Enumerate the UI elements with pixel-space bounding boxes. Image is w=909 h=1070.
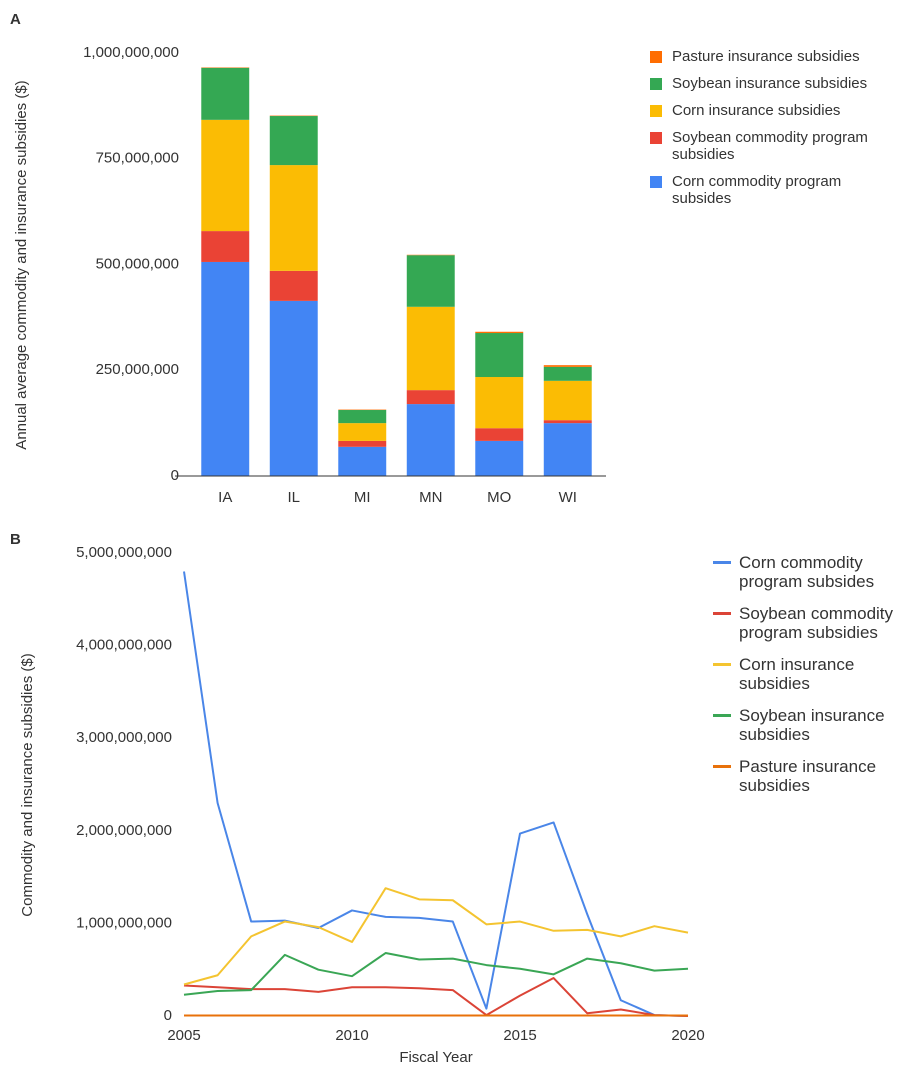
x-tick-label: 2005 xyxy=(167,1027,200,1044)
bar-segment xyxy=(475,377,524,429)
legend: Corn commodity program subsides Soybean c… xyxy=(713,553,903,808)
legend-item: Corn commodity program subsides xyxy=(650,173,880,207)
y-axis-label: Annual average commodity and insurance s… xyxy=(13,80,30,449)
legend-swatch xyxy=(650,132,662,144)
bar-segment xyxy=(406,404,455,476)
y-tick-label: 2,000,000,000 xyxy=(76,822,172,839)
bar-segment xyxy=(201,119,250,232)
y-tick-label: 1,000,000,000 xyxy=(83,44,179,61)
bar-segment xyxy=(338,446,387,476)
legend-item: Corn insurance subsidies xyxy=(650,102,880,119)
legend-swatch xyxy=(713,765,731,768)
y-tick-label: 1,000,000,000 xyxy=(76,914,172,931)
legend-label: Soybean commodity program subsidies xyxy=(739,604,894,642)
legend-label: Pasture insurance subsidies xyxy=(672,48,860,65)
x-tick-label: MN xyxy=(419,489,442,506)
legend-swatch xyxy=(650,78,662,90)
bar-segment xyxy=(338,423,387,441)
y-tick-label: 750,000,000 xyxy=(96,150,179,167)
y-tick-label: 500,000,000 xyxy=(96,255,179,272)
y-tick-label: 5,000,000,000 xyxy=(76,544,172,561)
y-tick-label: 4,000,000,000 xyxy=(76,637,172,654)
legend-swatch xyxy=(650,105,662,117)
legend-item: Soybean insurance subsidies xyxy=(713,706,903,744)
legend-swatch xyxy=(713,612,731,615)
bar-segment xyxy=(475,440,524,476)
bar-segment xyxy=(201,67,250,120)
bar-segment xyxy=(475,331,524,334)
legend-label: Corn commodity program subsides xyxy=(672,173,842,207)
panel-label: B xyxy=(10,531,21,548)
y-tick-label: 0 xyxy=(164,1007,172,1024)
legend-item: Soybean commodity program subsidies xyxy=(713,604,903,642)
series-line xyxy=(183,887,689,986)
bar-segment xyxy=(406,390,455,405)
legend-swatch xyxy=(650,51,662,63)
legend-swatch xyxy=(713,561,731,564)
bar-segment xyxy=(543,366,592,381)
y-tick-label: 3,000,000,000 xyxy=(76,729,172,746)
series-line xyxy=(183,571,689,1017)
x-axis-label: Fiscal Year xyxy=(399,1049,472,1066)
bar-segment xyxy=(269,165,318,271)
legend-item: Soybean insurance subsidies xyxy=(650,75,880,92)
y-axis-label: Commodity and insurance subsidies ($) xyxy=(19,653,36,916)
bar-segment xyxy=(338,410,387,424)
bar-segment xyxy=(543,365,592,367)
y-tick-label: 0 xyxy=(171,467,179,484)
bar-segment xyxy=(543,420,592,424)
bar-segment xyxy=(475,333,524,378)
x-tick-label: MI xyxy=(354,489,371,506)
x-tick-label: IL xyxy=(287,489,300,506)
bar-segment xyxy=(269,116,318,166)
y-tick-label: 250,000,000 xyxy=(96,361,179,378)
legend-label: Pasture insurance subsidies xyxy=(739,757,877,795)
bar-segment xyxy=(338,440,387,447)
panel-label: A xyxy=(10,11,21,28)
x-tick-label: IA xyxy=(218,489,232,506)
bar-segment xyxy=(543,423,592,476)
legend-label: Corn insurance subsidies xyxy=(672,102,841,119)
legend-item: Soybean commodity program subsidies xyxy=(650,129,880,163)
legend-label: Soybean commodity program subsidies xyxy=(672,129,868,163)
legend-swatch xyxy=(713,663,731,666)
legend-item: Corn insurance subsidies xyxy=(713,655,903,693)
x-tick-label: WI xyxy=(559,489,577,506)
legend-item: Corn commodity program subsides xyxy=(713,553,903,591)
x-tick-label: MO xyxy=(487,489,511,506)
x-tick-label: 2015 xyxy=(503,1027,536,1044)
bar-segment xyxy=(406,306,455,391)
series-line xyxy=(183,977,689,1017)
legend-swatch xyxy=(650,176,662,188)
bar-segment xyxy=(475,428,524,441)
bar-segment xyxy=(269,300,318,476)
legend-item: Pasture insurance subsidies xyxy=(713,757,903,795)
legend-label: Soybean insurance subsidies xyxy=(672,75,868,92)
legend: Pasture insurance subsidies Soybean insur… xyxy=(650,48,880,217)
legend-item: Pasture insurance subsidies xyxy=(650,48,880,65)
series-line xyxy=(183,952,689,996)
bar-segment xyxy=(201,261,250,476)
bar-segment xyxy=(201,231,250,262)
bar-segment xyxy=(269,270,318,301)
legend-label: Corn commodity program subsides xyxy=(739,553,875,591)
legend-label: Soybean insurance subsidies xyxy=(739,706,885,744)
bar-segment xyxy=(406,255,455,307)
legend-swatch xyxy=(713,714,731,717)
legend-label: Corn insurance subsidies xyxy=(739,655,855,693)
bar-segment xyxy=(543,380,592,421)
x-tick-label: 2010 xyxy=(335,1027,368,1044)
x-tick-label: 2020 xyxy=(671,1027,704,1044)
